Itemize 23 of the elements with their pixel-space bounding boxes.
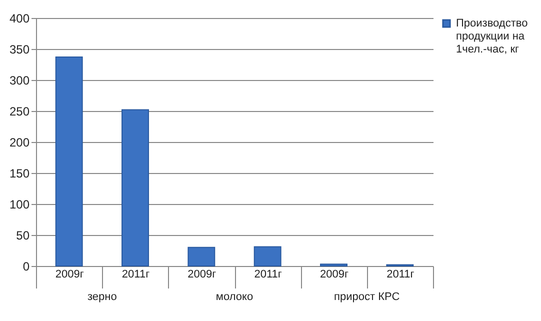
y-tick-label: 250 [9, 104, 30, 118]
x-tick-label: 2011г [122, 268, 150, 280]
x-tick-label: 2011г [254, 268, 282, 280]
x-tick-label: 2011г [386, 268, 414, 280]
bar [55, 56, 83, 266]
text: прирост КРС [334, 291, 400, 303]
x-tick-label: 2009г [320, 268, 348, 280]
y-tick-label: 350 [9, 42, 30, 56]
bar [254, 246, 282, 266]
y-tick-label: 50 [16, 228, 30, 242]
bar [188, 246, 216, 266]
bar [122, 109, 149, 266]
x-tick-label: 2009г [55, 268, 84, 280]
text: молоко [216, 291, 254, 303]
y-tick-label: 300 [9, 74, 30, 88]
legend-label: Производство продукции на 1чел.-час, кг [456, 18, 528, 56]
x-tick-label: 2009г [188, 268, 216, 280]
y-tick-label: 400 [9, 12, 30, 26]
y-tick-label: 150 [9, 166, 30, 180]
y-tick-label: 100 [9, 198, 30, 212]
text: зерно [87, 291, 117, 303]
y-tick-label: 200 [9, 136, 30, 150]
y-tick-label: 0 [22, 260, 30, 274]
